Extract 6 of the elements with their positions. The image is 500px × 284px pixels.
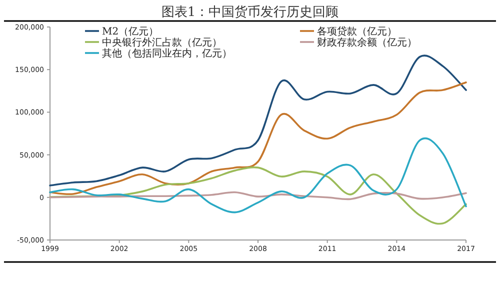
legend-label: M2（亿元） bbox=[102, 26, 159, 38]
chart-title: 图表1：中国货币发行历史回顾 bbox=[161, 5, 339, 20]
legend-label: 其他（包括同业在内，亿元） bbox=[102, 48, 232, 60]
legend-label: 各项贷款（亿元） bbox=[317, 26, 397, 38]
legend-label: 财政存款余额（亿元） bbox=[317, 36, 417, 48]
legend-label: 中央银行外汇占款（亿元） bbox=[102, 36, 222, 48]
